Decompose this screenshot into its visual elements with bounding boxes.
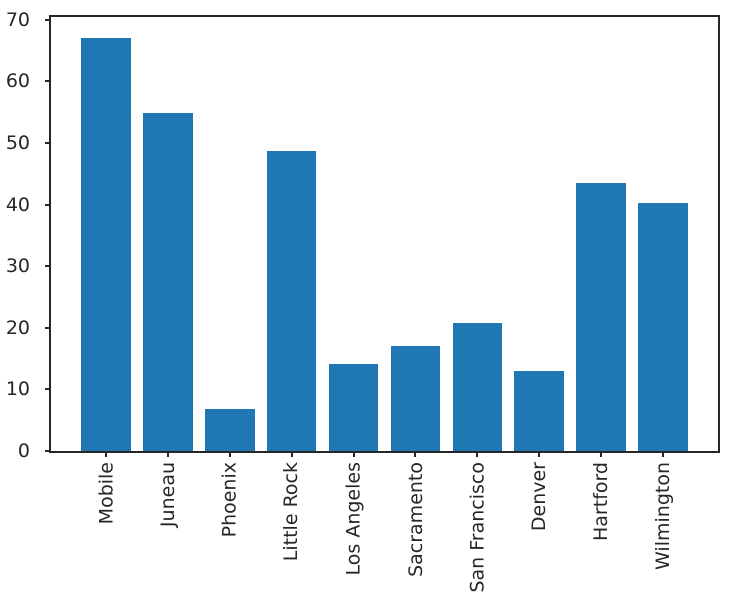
x-tick-mark	[105, 451, 108, 457]
bar	[205, 409, 255, 451]
bar	[576, 183, 626, 451]
x-tick-mark	[352, 451, 355, 457]
y-tick-label: 20	[5, 316, 30, 339]
x-tick-label: San Francisco	[466, 462, 489, 593]
x-tick-label: Wilmington	[651, 462, 674, 570]
x-tick-label: Hartford	[590, 462, 613, 542]
bar	[638, 202, 688, 451]
y-tick-mark	[45, 450, 51, 452]
x-tick-label: Little Rock	[280, 462, 303, 562]
bar	[452, 322, 503, 451]
y-tick-label: 30	[5, 255, 30, 278]
bar	[514, 370, 564, 451]
y-tick-mark	[45, 203, 51, 206]
y-tick-mark	[45, 326, 51, 329]
y-tick-label: 60	[5, 70, 30, 93]
bar	[143, 112, 193, 451]
y-tick-mark	[45, 388, 51, 391]
x-tick-mark	[661, 451, 664, 457]
x-tick-mark	[290, 451, 293, 457]
x-tick-label: Phoenix	[218, 462, 241, 538]
x-tick-mark	[228, 451, 231, 457]
y-tick-mark	[45, 18, 51, 21]
y-tick-label: 50	[5, 131, 30, 154]
y-tick-mark	[45, 80, 51, 83]
x-tick-label: Mobile	[95, 462, 118, 525]
y-tick-label: 10	[5, 378, 30, 401]
y-tick-mark	[45, 265, 51, 268]
x-tick-label: Sacramento	[404, 462, 427, 577]
bar	[390, 346, 441, 451]
x-tick-mark	[538, 451, 541, 457]
bar	[266, 150, 317, 451]
y-tick-label: 70	[5, 8, 30, 31]
x-tick-mark	[166, 451, 169, 457]
x-tick-label: Denver	[528, 462, 551, 532]
x-tick-mark	[476, 451, 479, 457]
y-tick-label: 40	[5, 193, 30, 216]
bar	[328, 364, 379, 451]
x-tick-label: Juneau	[156, 462, 179, 528]
bar	[81, 37, 131, 451]
x-tick-mark	[414, 451, 417, 457]
x-tick-label: Los Angeles	[342, 462, 365, 576]
x-tick-mark	[600, 451, 603, 457]
y-tick-mark	[45, 141, 51, 144]
y-tick-label: 0	[17, 440, 30, 462]
